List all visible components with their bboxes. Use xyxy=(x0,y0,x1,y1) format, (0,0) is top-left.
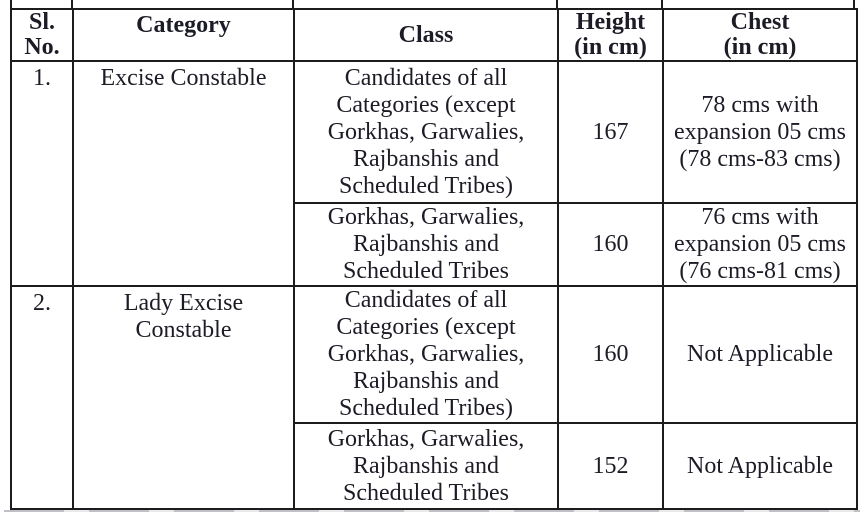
header-cell-sl-no: Sl. No. xyxy=(10,8,74,62)
header-cell-class: Class xyxy=(293,8,559,62)
physical-standards-table: Sl. No. Category Class Height (in cm) Ch… xyxy=(10,8,858,510)
header-cell-chest: Chest (in cm) xyxy=(662,8,858,62)
table-border-stub xyxy=(10,0,12,9)
cell-height-160: 160 xyxy=(557,285,664,424)
cell-class-all-categories: Candidates of all Categories (except Gor… xyxy=(293,60,559,204)
cell-class-all-categories: Candidates of all Categories (except Gor… xyxy=(293,285,559,424)
cell-chest-78cms: 78 cms with expansion 05 cms (78 cms-83 … xyxy=(662,60,858,204)
table-row: 1. Excise Constable Candidates of all Ca… xyxy=(10,60,858,287)
header-row: Sl. No. Category Class Height (in cm) Ch… xyxy=(10,8,858,62)
cell-chest-76cms: 76 cms with expansion 05 cms (76 cms-81 … xyxy=(662,202,858,287)
cell-sl-no-2: 2. xyxy=(10,285,74,510)
cell-height-160: 160 xyxy=(557,202,664,287)
cell-height-152: 152 xyxy=(557,422,664,510)
cell-height-167: 167 xyxy=(557,60,664,204)
table-row: 2. Lady Excise Constable Candidates of a… xyxy=(10,285,858,510)
header-cell-category: Category xyxy=(72,8,295,62)
table-row: Gorkhas, Garwalies, Rajbanshis and Sched… xyxy=(11,202,858,287)
header-cell-height: Height (in cm) xyxy=(557,8,664,62)
cell-class-gorkhas: Gorkhas, Garwalies, Rajbanshis and Sched… xyxy=(293,202,559,287)
cell-category-lady-excise-constable: Lady Excise Constable xyxy=(72,285,295,510)
cell-category-excise-constable: Excise Constable xyxy=(72,60,295,287)
table-row: Gorkhas, Garwalies, Rajbanshis and Sched… xyxy=(11,422,858,510)
cell-class-gorkhas: Gorkhas, Garwalies, Rajbanshis and Sched… xyxy=(293,422,559,510)
table-border-stub xyxy=(71,0,73,9)
cell-sl-no-1: 1. xyxy=(10,60,74,287)
cell-chest-not-applicable: Not Applicable xyxy=(662,422,858,510)
cell-chest-not-applicable: Not Applicable xyxy=(662,285,858,424)
table-border-stub xyxy=(556,0,558,9)
table-border-stub xyxy=(661,0,663,9)
table-border-stub xyxy=(853,0,855,9)
scan-artifact-line xyxy=(4,510,860,512)
table-border-stub xyxy=(292,0,294,9)
